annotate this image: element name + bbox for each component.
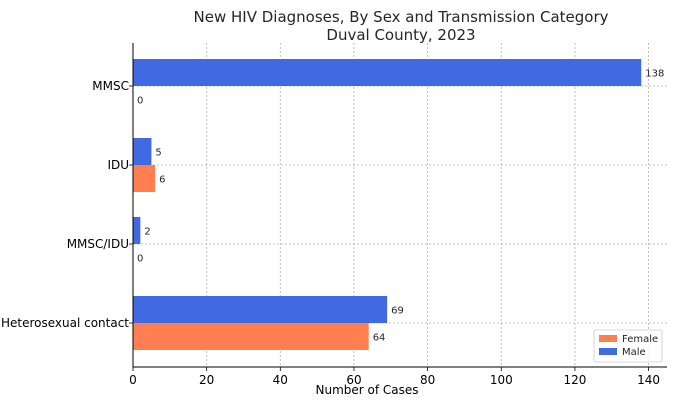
axes bbox=[129, 43, 667, 371]
x-axis-title: Number of Cases bbox=[315, 383, 418, 397]
data-label-female-3: 64 bbox=[373, 333, 386, 344]
bars bbox=[133, 59, 642, 350]
chart-title-line-2: Duval County, 2023 bbox=[326, 26, 475, 44]
x-tick-label: 20 bbox=[199, 373, 214, 387]
bar-male-0 bbox=[133, 59, 642, 86]
x-tick-label: 100 bbox=[490, 373, 513, 387]
legend-swatch-female bbox=[599, 335, 617, 342]
category-label: MMSC/IDU bbox=[67, 237, 129, 251]
bar-male-3 bbox=[133, 296, 388, 323]
x-tick-label: 120 bbox=[563, 373, 586, 387]
data-label-female-1: 6 bbox=[159, 175, 165, 186]
data-label-male-3: 69 bbox=[391, 306, 404, 317]
chart-title-line-1: New HIV Diagnoses, By Sex and Transmissi… bbox=[194, 8, 609, 26]
legend-label-female: Female bbox=[622, 334, 658, 345]
bar-female-1 bbox=[133, 165, 156, 192]
x-tick-label: 60 bbox=[346, 373, 361, 387]
x-tick-label: 0 bbox=[129, 373, 137, 387]
data-label-male-1: 5 bbox=[155, 148, 161, 159]
bar-male-2 bbox=[133, 217, 141, 244]
category-label: IDU bbox=[107, 158, 129, 172]
x-tick-label: 40 bbox=[273, 373, 288, 387]
x-tick-label: 140 bbox=[637, 373, 660, 387]
x-tick-label: 80 bbox=[420, 373, 435, 387]
legend-swatch-male bbox=[599, 348, 617, 355]
category-label: Heterosexual contact bbox=[1, 316, 129, 330]
legend: Female Male bbox=[593, 329, 663, 363]
bar-female-3 bbox=[133, 323, 369, 350]
labels: New HIV Diagnoses, By Sex and Transmissi… bbox=[1, 8, 664, 397]
data-label-female-0: 0 bbox=[137, 96, 143, 107]
bar-male-1 bbox=[133, 138, 152, 165]
data-label-male-2: 2 bbox=[144, 227, 150, 238]
data-label-male-0: 138 bbox=[645, 69, 664, 80]
legend-label-male: Male bbox=[622, 347, 646, 358]
category-label: MMSC bbox=[92, 79, 129, 93]
data-label-female-2: 0 bbox=[137, 254, 143, 265]
